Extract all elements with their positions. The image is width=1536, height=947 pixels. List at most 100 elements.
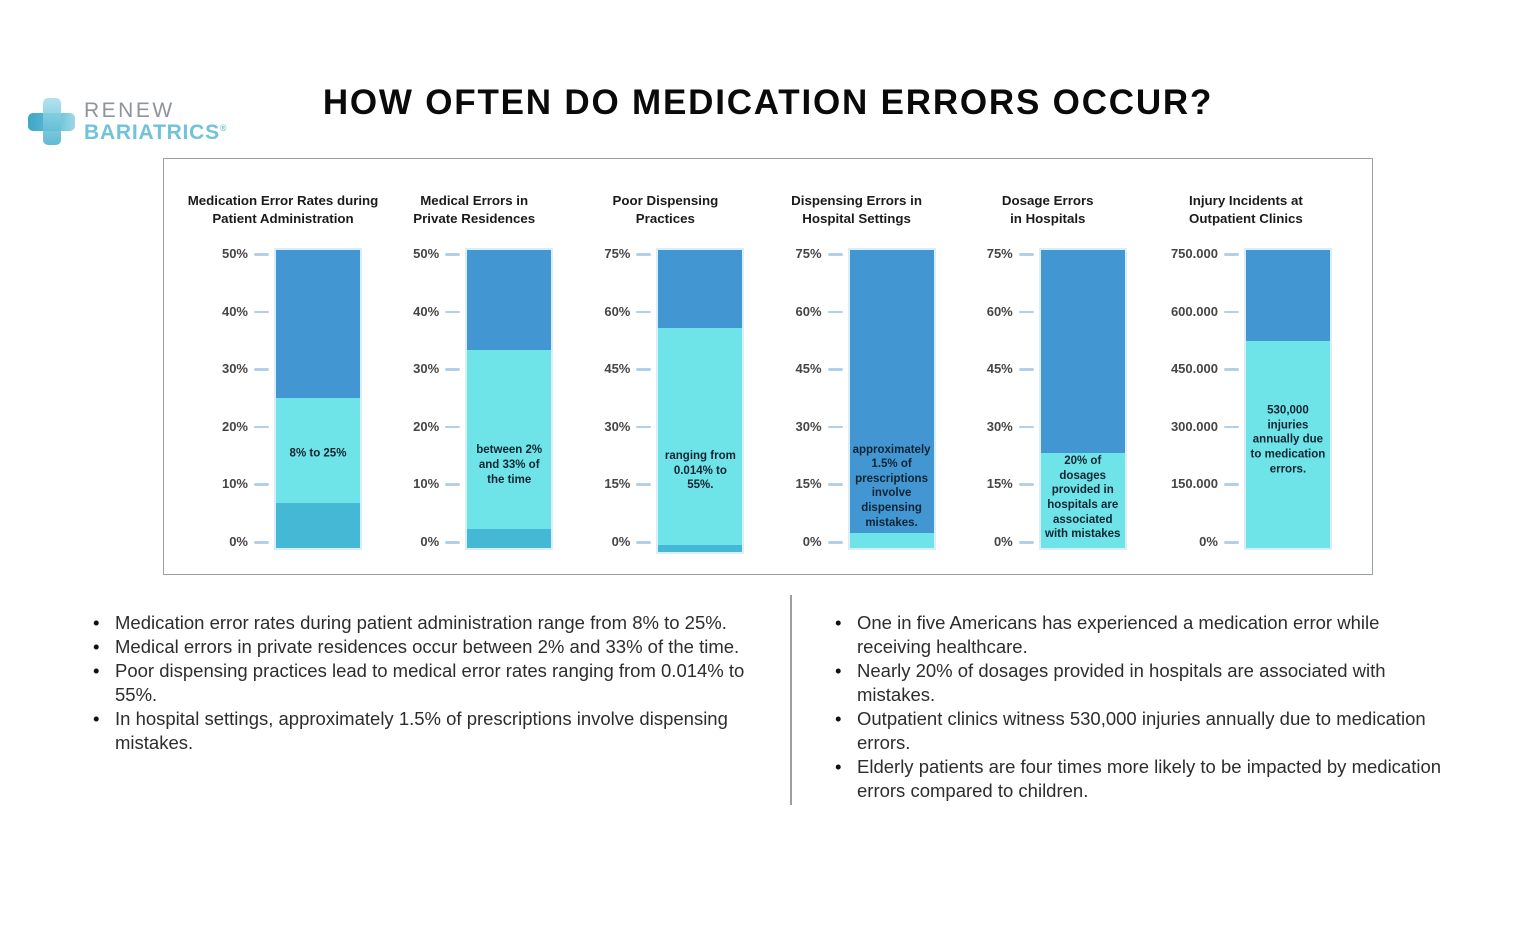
insights-left-list: Medication error rates during patient ad… xyxy=(90,611,762,755)
axis-tick-mark xyxy=(1018,310,1034,314)
axis-tick-label: 60% xyxy=(986,303,1013,319)
axis-tick-mark xyxy=(445,425,461,429)
logo-line2-text: BARIATRICS xyxy=(84,120,220,144)
bar-segment-blue xyxy=(1245,250,1330,342)
registered-mark: ® xyxy=(219,122,228,133)
axis-tick-mark xyxy=(1018,483,1034,486)
list-item: Poor dispensing practices lead to medica… xyxy=(90,659,762,707)
stacked-bar: between 2% and 33% of the time xyxy=(465,248,554,551)
bar-segment-cyan xyxy=(658,327,743,545)
list-item: Outpatient clinics witness 530,000 injur… xyxy=(832,707,1442,755)
axis-tick-mark xyxy=(827,425,843,429)
axis-tick-mark xyxy=(636,310,652,314)
list-item: Nearly 20% of dosages provided in hospit… xyxy=(832,659,1442,707)
chart-5: Dosage Errors in Hospitals 75% 60% 45% 30% 15… xyxy=(969,192,1127,574)
axis-tick-label: 75% xyxy=(795,246,822,261)
chart-2: Medical Errors in Private Residences 50% 4… xyxy=(395,192,554,574)
chart-plot: 50% 40% 30% 20% 10% 0% 8% to 25% xyxy=(204,246,362,551)
axis-tick-mark xyxy=(1018,541,1034,544)
axis-tick-mark xyxy=(1018,253,1034,256)
stacked-bar: 8% to 25% xyxy=(274,248,362,551)
bar-segment-teal xyxy=(467,528,552,549)
axis-tick-mark xyxy=(1223,425,1239,429)
axis-tick-label: 30% xyxy=(795,418,822,434)
chart-1: Medication Error Rates during Patient Ad… xyxy=(188,192,378,574)
insights-right-list: One in five Americans has experienced a … xyxy=(832,611,1442,803)
axis-tick-label: 600.000 xyxy=(1170,303,1218,319)
axis-tick-label: 45% xyxy=(604,361,631,377)
axis-tick-mark xyxy=(636,483,652,486)
axis-tick-mark xyxy=(636,425,652,429)
axis-tick-mark xyxy=(445,368,461,371)
list-item: Medication error rates during patient ad… xyxy=(90,611,762,635)
chart-title: Medication Error Rates during Patient Ad… xyxy=(187,193,379,226)
axis-tick-label: 40% xyxy=(413,303,440,319)
chart-3: Poor Dispensing Practices 75% 60% 45% 30% 15%… xyxy=(586,192,745,574)
chart-6: Injury Incidents at Outpatient Clinics 75… xyxy=(1160,192,1332,574)
chart-title: Injury Incidents at Outpatient Clinics xyxy=(1189,193,1303,226)
bar-segment-cyan xyxy=(1040,452,1125,549)
axis-tick-mark xyxy=(254,310,269,314)
list-item: In hospital settings, approximately 1.5%… xyxy=(90,707,762,755)
axis-tick-mark xyxy=(827,310,843,314)
axis-tick-label: 0% xyxy=(1199,534,1218,549)
axis-tick-label: 30% xyxy=(986,418,1013,434)
axis-tick-mark xyxy=(636,368,652,371)
axis-tick-mark xyxy=(636,253,652,256)
axis-tick-label: 0% xyxy=(229,534,248,549)
axis-tick-mark xyxy=(1018,368,1034,371)
axis-tick-label: 20% xyxy=(221,418,248,434)
axis-tick-mark xyxy=(445,253,461,256)
axis-tick-label: 0% xyxy=(802,534,822,549)
logo: RENEW BARIATRICS® xyxy=(28,98,227,145)
bar-annotation: 20% of dosages provided in hospitals are… xyxy=(1045,454,1121,540)
axis-tick-label: 0% xyxy=(611,534,631,549)
bar-segment-blue xyxy=(658,250,743,328)
bar-segment-cyan xyxy=(1245,341,1330,549)
logo-text: RENEW BARIATRICS® xyxy=(84,100,227,143)
bar-segment-teal xyxy=(276,503,360,549)
chart-plot: 75% 60% 45% 30% 15% 0% ranging from 0.014% to … xyxy=(586,246,745,554)
axis-tick-mark xyxy=(1223,483,1239,486)
bar-segment-teal xyxy=(658,544,743,552)
chart-4: Dispensing Errors in Hospital Settings 75… xyxy=(778,192,936,574)
list-item: Elderly patients are four times more lik… xyxy=(832,755,1442,803)
axis-tick-label: 150.000 xyxy=(1170,476,1218,492)
bar-segment-blue xyxy=(849,250,934,533)
axis-tick-mark xyxy=(254,368,269,371)
page-title: HOW OFTEN DO MEDICATION ERRORS OCCUR? xyxy=(322,83,1214,122)
insights-right-column: One in five Americans has experienced a … xyxy=(792,611,1442,805)
axis-tick-label: 300.000 xyxy=(1170,418,1218,434)
chart-title: Dispensing Errors in Hospital Settings xyxy=(791,193,922,226)
medical-cross-icon xyxy=(28,98,75,145)
bar-segment-blue xyxy=(276,250,360,399)
axis-tick-mark xyxy=(254,253,269,256)
chart-plot: 750.000 600.000 450.000 300.000 150.000 0% 530… xyxy=(1160,246,1332,551)
chart-plot: 75% 60% 45% 30% 15% 0% approximately 1.5% of p… xyxy=(778,246,936,551)
chart-title: Medical Errors in Private Residences xyxy=(413,193,536,226)
axis-tick-label: 45% xyxy=(795,361,822,377)
axis-tick-label: 20% xyxy=(413,418,440,434)
chart-plot: 75% 60% 45% 30% 15% 0% 20% of dosages provided… xyxy=(969,246,1127,551)
axis-tick-label: 60% xyxy=(795,303,822,319)
axis-tick-label: 750.000 xyxy=(1170,246,1218,261)
axis-tick-label: 75% xyxy=(604,246,631,261)
axis-tick-label: 75% xyxy=(986,246,1013,261)
axis-tick-mark xyxy=(254,541,269,544)
bar-segment-cyan xyxy=(276,398,360,504)
chart-plot: 50% 40% 30% 20% 10% 0% between 2% and 33% of t… xyxy=(395,246,554,551)
axis-tick-mark xyxy=(827,483,843,486)
cross-vertical-bar xyxy=(43,98,61,145)
axis-tick-label: 0% xyxy=(993,534,1013,549)
insights-left-column: Medication error rates during patient ad… xyxy=(90,611,762,805)
axis-tick-label: 60% xyxy=(604,303,631,319)
axis-tick-label: 50% xyxy=(413,246,440,261)
bar-segment-blue xyxy=(1040,250,1125,453)
stacked-bar: ranging from 0.014% to 55%. xyxy=(656,248,745,554)
axis-tick-label: 30% xyxy=(221,361,248,377)
axis-tick-label: 15% xyxy=(986,476,1013,492)
axis-tick-mark xyxy=(445,310,461,314)
axis-tick-mark xyxy=(445,541,461,544)
axis-tick-mark xyxy=(1223,310,1239,314)
axis-tick-label: 15% xyxy=(604,476,631,492)
